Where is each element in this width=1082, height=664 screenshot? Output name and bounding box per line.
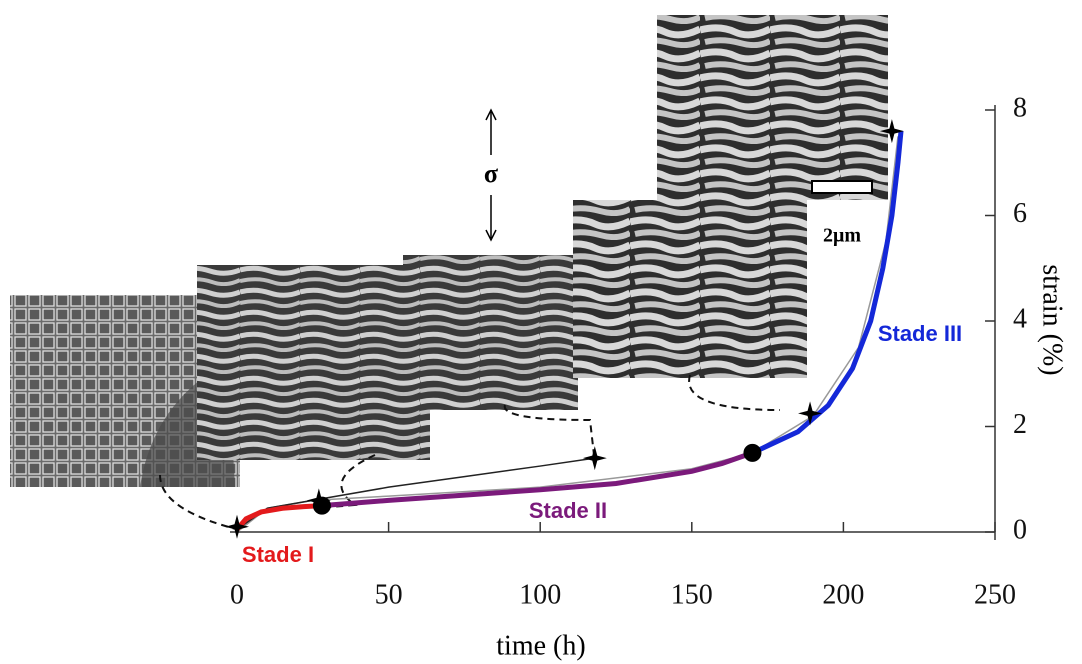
y-tick-label: 2 — [1013, 409, 1027, 440]
x-tick-label: 100 — [519, 579, 561, 610]
micrograph — [657, 15, 888, 200]
star-marker — [306, 488, 331, 513]
line — [235, 503, 323, 531]
micrograph — [403, 255, 578, 410]
y-tick-label: 4 — [1013, 303, 1027, 334]
scale-label: 2μm — [823, 225, 861, 247]
stress-arrow — [485, 108, 497, 242]
star-marker — [225, 514, 249, 539]
star-marker — [798, 401, 823, 426]
x-tick-label: 50 — [375, 579, 403, 610]
y-tick-label: 8 — [1013, 92, 1027, 123]
micrographs — [10, 15, 888, 487]
star-marker — [879, 119, 904, 144]
x-tick-label: 250 — [974, 579, 1016, 610]
line — [751, 130, 904, 456]
series-label: Stade I — [242, 542, 314, 567]
micrograph — [573, 200, 807, 378]
x-tick-label: 200 — [822, 579, 864, 610]
scale-bar — [811, 180, 873, 194]
y-axis-label: strain (%) — [1037, 264, 1068, 375]
line — [321, 450, 754, 509]
y-tick-label: 0 — [1013, 514, 1027, 545]
x-axis-label: time (h) — [496, 630, 585, 661]
stress-label: σ — [484, 159, 498, 188]
line — [236, 457, 595, 530]
star-marker — [582, 446, 607, 471]
series-label: Stade III — [878, 321, 962, 346]
dot-marker — [743, 443, 762, 462]
series-label: Stade II — [529, 498, 607, 523]
y-tick-label: 6 — [1013, 198, 1027, 229]
x-tick-label: 0 — [230, 579, 244, 610]
micrograph — [197, 265, 430, 460]
x-tick-label: 150 — [671, 579, 713, 610]
